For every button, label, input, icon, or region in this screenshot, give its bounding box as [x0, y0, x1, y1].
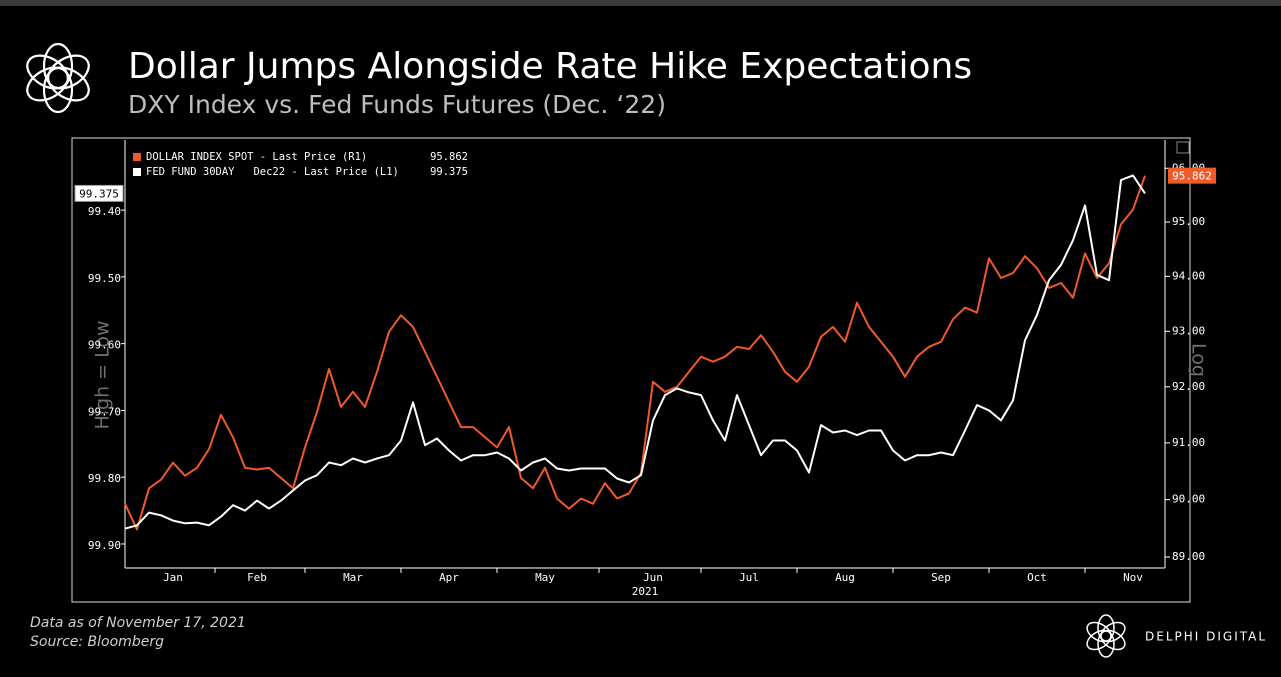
footnote: Data as of November 17, 2021 [30, 615, 246, 631]
last-price-label: 95.862 [1172, 170, 1212, 183]
legend-swatch [133, 168, 141, 176]
top-bar [0, 0, 1281, 6]
subtitle: DXY Index vs. Fed Funds Futures (Dec. ‘2… [128, 90, 666, 119]
series-line [124, 174, 1146, 530]
x-tick-label: Jan [163, 571, 183, 584]
y2-tick-label: 89.00 [1172, 550, 1205, 563]
y2-tick-label: 92.00 [1172, 380, 1205, 393]
y2-tick-label: 91.00 [1172, 436, 1205, 449]
y-tick-label: 99.40 [88, 205, 121, 218]
y2-tick-label: 94.00 [1172, 269, 1205, 282]
brand: DELPHI DIGITAL [1145, 630, 1267, 644]
menu-icon [1176, 141, 1190, 154]
legend-value: 99.375 [430, 166, 468, 178]
logo [26, 42, 90, 114]
last-price-label: 99.375 [79, 187, 119, 200]
source: Source: Bloomberg [30, 634, 164, 650]
last-price-badge [74, 184, 124, 202]
y2-tick-label: 90.00 [1172, 493, 1205, 506]
legend-box [130, 148, 475, 182]
plot: 99.40 99.50 99.60 99.70 99.80 99.90 89.00 90.00… [74, 148, 1216, 584]
y-tick-label: 99.50 [88, 272, 121, 285]
x-tick-label: Jul [739, 571, 759, 584]
x-tick-label: Nov [1123, 571, 1143, 584]
x-tick-label: Aug [835, 571, 855, 584]
legend-label: DOLLAR INDEX SPOT - Last Price (R1) [146, 151, 367, 163]
legend-label: FED FUND 30DAY Dec22 - Last Price (L1) [146, 166, 399, 178]
y-tick-label: 99.70 [88, 405, 121, 418]
y-tick-label: 99.90 [88, 539, 121, 552]
last-price-badge [1168, 167, 1216, 184]
x-tick-label: Sep [931, 571, 951, 584]
chart-frame [71, 137, 1191, 603]
x-axis-title: 2021 [632, 585, 659, 598]
y-tick-label: 99.60 [88, 339, 121, 352]
legend-swatch [133, 153, 141, 161]
y-axis-title: High = Low [92, 320, 114, 429]
x-tick-label: Feb [247, 571, 267, 584]
series-line [124, 175, 1146, 531]
brand-logo [1086, 614, 1126, 658]
y2-axis-title: Log [1188, 343, 1210, 377]
x-tick-label: Apr [439, 571, 459, 584]
y-tick-label: 99.80 [88, 472, 121, 485]
title: Dollar Jumps Alongside Rate Hike Expecta… [128, 46, 972, 87]
x-tick-label: Mar [343, 571, 363, 584]
legend-value: 95.862 [430, 151, 468, 163]
x-tick-label: May [535, 571, 555, 584]
y2-tick-label: 95.00 [1172, 215, 1205, 228]
x-tick-label: Oct [1027, 571, 1047, 584]
y2-tick-label: 93.00 [1172, 324, 1205, 337]
x-tick-label: Jun [643, 571, 663, 584]
